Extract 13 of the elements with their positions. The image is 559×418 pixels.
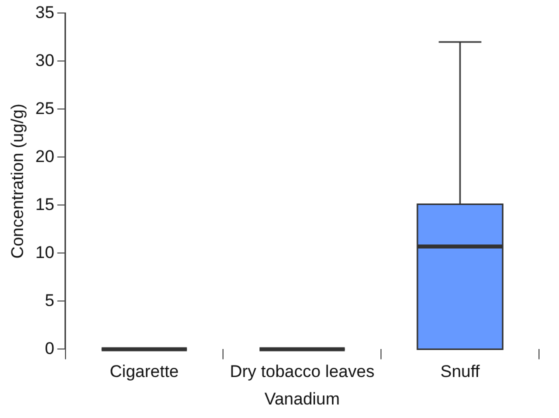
x-tick-label: Cigarette: [110, 362, 179, 382]
x-tick-label: Dry tobacco leaves: [230, 362, 374, 382]
y-tick-label: 35: [35, 2, 54, 22]
y-tick-label: 20: [35, 146, 54, 166]
y-tick-label: 30: [35, 50, 54, 70]
x-axis-title: Vanadium: [264, 389, 340, 408]
x-tick-label: Snuff: [440, 362, 480, 382]
y-tick-label: 15: [35, 194, 54, 214]
y-tick-label: 25: [35, 98, 54, 118]
y-tick-label: 10: [35, 242, 54, 262]
y-axis-title: Concentration (ug/g): [8, 104, 27, 259]
y-tick-label: 5: [44, 290, 54, 310]
y-tick-label: 0: [44, 338, 54, 358]
